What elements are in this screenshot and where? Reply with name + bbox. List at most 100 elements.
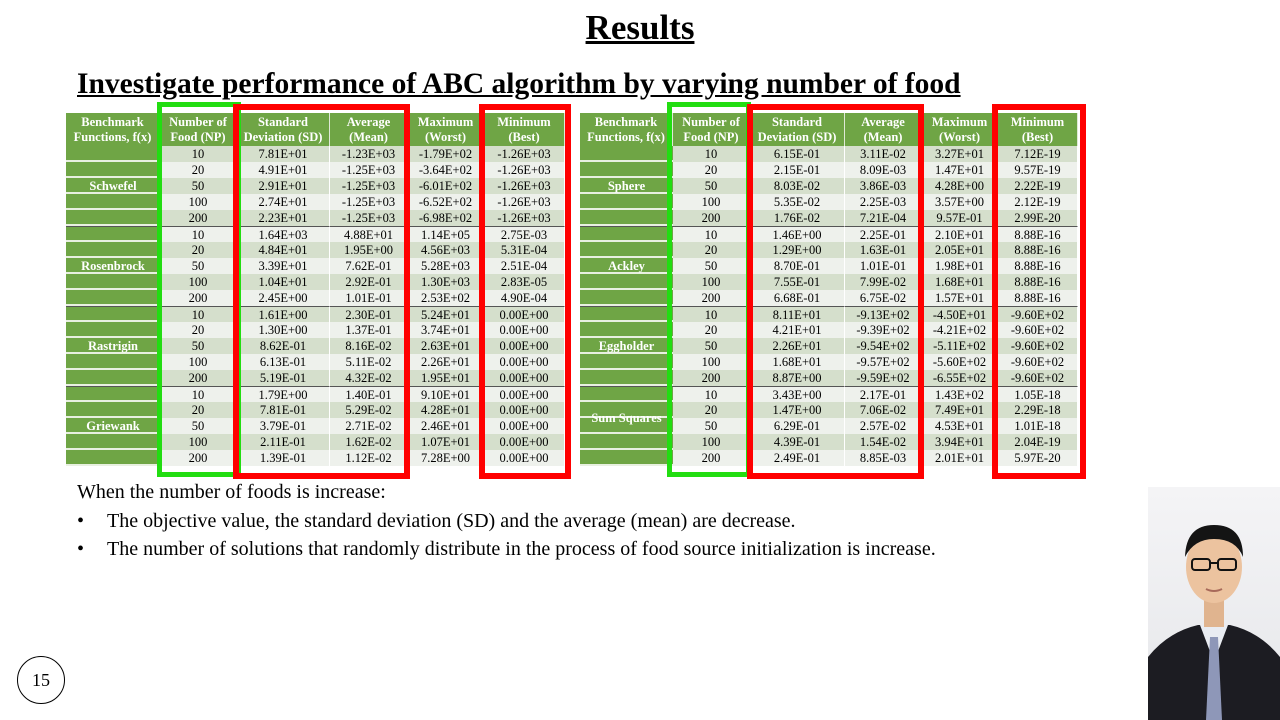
benchmark-cell bbox=[580, 418, 673, 434]
sd-cell: 5.19E-01 bbox=[237, 370, 330, 386]
max-cell: -4.50E+01 bbox=[922, 306, 998, 322]
min-cell: -9.60E+02 bbox=[998, 338, 1078, 354]
mean-cell: 1.01E-01 bbox=[845, 258, 922, 274]
slide-title: Results bbox=[585, 8, 695, 47]
max-cell: 7.49E+01 bbox=[922, 402, 998, 418]
max-cell: 2.63E+01 bbox=[408, 338, 484, 354]
sd-cell: 8.87E+00 bbox=[750, 370, 845, 386]
sd-cell: 6.68E-01 bbox=[750, 290, 845, 306]
mean-cell: 2.57E-02 bbox=[845, 418, 922, 434]
max-cell: 3.57E+00 bbox=[922, 194, 998, 210]
max-cell: -5.11E+02 bbox=[922, 338, 998, 354]
sd-cell: 1.47E+00 bbox=[750, 402, 845, 418]
benchmark-function-name: Rastrigin bbox=[88, 339, 138, 353]
mean-cell: 7.99E-02 bbox=[845, 274, 922, 290]
sd-cell: 3.43E+00 bbox=[750, 386, 845, 402]
header-mean: Average (Mean) bbox=[845, 113, 922, 146]
mean-cell: 2.25E-03 bbox=[845, 194, 922, 210]
min-cell: 1.01E-18 bbox=[998, 418, 1078, 434]
np-cell: 200 bbox=[160, 290, 237, 306]
best-highlight-box-left bbox=[479, 104, 571, 479]
benchmark-function-name: Sum Squares bbox=[591, 411, 662, 425]
page-number: 15 bbox=[17, 656, 65, 704]
max-cell: 1.68E+01 bbox=[922, 274, 998, 290]
np-cell: 20 bbox=[673, 162, 750, 178]
max-cell: 3.94E+01 bbox=[922, 434, 998, 450]
mean-cell: 8.09E-03 bbox=[845, 162, 922, 178]
benchmark-cell bbox=[66, 290, 160, 306]
sd-cell: 6.13E-01 bbox=[237, 354, 330, 370]
header-max: Maximum (Worst) bbox=[922, 113, 998, 146]
mean-cell: -1.25E+03 bbox=[330, 162, 408, 178]
max-cell: 1.57E+01 bbox=[922, 290, 998, 306]
min-cell: 0.00E+00 bbox=[484, 306, 565, 322]
slide-subtitle: Investigate performance of ABC algorithm… bbox=[77, 68, 961, 100]
sd-cell: 1.30E+00 bbox=[237, 322, 330, 338]
min-cell: 5.31E-04 bbox=[484, 242, 565, 258]
min-cell: 0.00E+00 bbox=[484, 402, 565, 418]
benchmark-cell bbox=[66, 178, 160, 194]
presenter-image bbox=[1148, 525, 1280, 720]
sd-cell: 8.11E+01 bbox=[750, 306, 845, 322]
benchmark-cell bbox=[66, 146, 160, 162]
best-highlight-box-right bbox=[992, 104, 1086, 479]
mean-cell: 8.85E-03 bbox=[845, 450, 922, 466]
np-cell: 50 bbox=[673, 338, 750, 354]
benchmark-cell bbox=[66, 354, 160, 370]
mean-cell: -9.54E+02 bbox=[845, 338, 922, 354]
benchmark-function-name: Rosenbrock bbox=[81, 259, 145, 273]
benchmark-cell bbox=[580, 210, 673, 226]
min-cell: -1.26E+03 bbox=[484, 194, 565, 210]
sd-cell: 1.29E+00 bbox=[750, 242, 845, 258]
np-cell: 20 bbox=[160, 322, 237, 338]
benchmark-cell bbox=[66, 226, 160, 242]
min-cell: 0.00E+00 bbox=[484, 418, 565, 434]
benchmark-cell bbox=[580, 274, 673, 290]
max-cell: 4.28E+01 bbox=[408, 402, 484, 418]
max-cell: 5.28E+03 bbox=[408, 258, 484, 274]
header-np: Number of Food (NP) bbox=[160, 113, 237, 146]
max-cell: 2.53E+02 bbox=[408, 290, 484, 306]
np-cell: 50 bbox=[160, 258, 237, 274]
min-cell: 9.57E-19 bbox=[998, 162, 1078, 178]
sd-cell: 4.84E+01 bbox=[237, 242, 330, 258]
min-cell: 8.88E-16 bbox=[998, 242, 1078, 258]
max-cell: 1.30E+03 bbox=[408, 274, 484, 290]
np-cell: 20 bbox=[160, 242, 237, 258]
np-cell: 10 bbox=[673, 386, 750, 402]
benchmark-cell bbox=[66, 274, 160, 290]
min-cell: -9.60E+02 bbox=[998, 306, 1078, 322]
sd-cell: 2.49E-01 bbox=[750, 450, 845, 466]
np-cell: 50 bbox=[160, 338, 237, 354]
min-cell: 4.90E-04 bbox=[484, 290, 565, 306]
conclusion-intro: When the number of foods is increase: bbox=[77, 481, 386, 503]
mean-cell: 7.06E-02 bbox=[845, 402, 922, 418]
min-cell: -9.60E+02 bbox=[998, 370, 1078, 386]
header-max: Maximum (Worst) bbox=[408, 113, 484, 146]
np-cell: 200 bbox=[160, 210, 237, 226]
min-cell: 2.83E-05 bbox=[484, 274, 565, 290]
header-min: Minimum (Best) bbox=[998, 113, 1078, 146]
max-cell: 4.56E+03 bbox=[408, 242, 484, 258]
benchmark-cell bbox=[580, 194, 673, 210]
sd-cell: 1.64E+03 bbox=[237, 226, 330, 242]
benchmark-cell bbox=[66, 242, 160, 258]
max-cell: 2.01E+01 bbox=[922, 450, 998, 466]
benchmark-cell bbox=[580, 386, 673, 402]
np-cell: 100 bbox=[160, 434, 237, 450]
bullet-item: The number of solutions that randomly di… bbox=[107, 538, 936, 560]
benchmark-cell bbox=[580, 242, 673, 258]
sd-cell: 7.81E+01 bbox=[237, 146, 330, 162]
min-cell: 0.00E+00 bbox=[484, 450, 565, 466]
benchmark-cell bbox=[66, 306, 160, 322]
sd-cell: 1.79E+00 bbox=[237, 386, 330, 402]
sd-cell: 2.26E+01 bbox=[750, 338, 845, 354]
sd-cell: 3.39E+01 bbox=[237, 258, 330, 274]
mean-cell: 8.16E-02 bbox=[330, 338, 408, 354]
min-cell: 2.51E-04 bbox=[484, 258, 565, 274]
min-cell: 1.05E-18 bbox=[998, 386, 1078, 402]
mean-cell: 1.12E-02 bbox=[330, 450, 408, 466]
sd-cell: 8.70E-01 bbox=[750, 258, 845, 274]
benchmark-cell bbox=[66, 194, 160, 210]
header-sd: Standard Deviation (SD) bbox=[750, 113, 845, 146]
